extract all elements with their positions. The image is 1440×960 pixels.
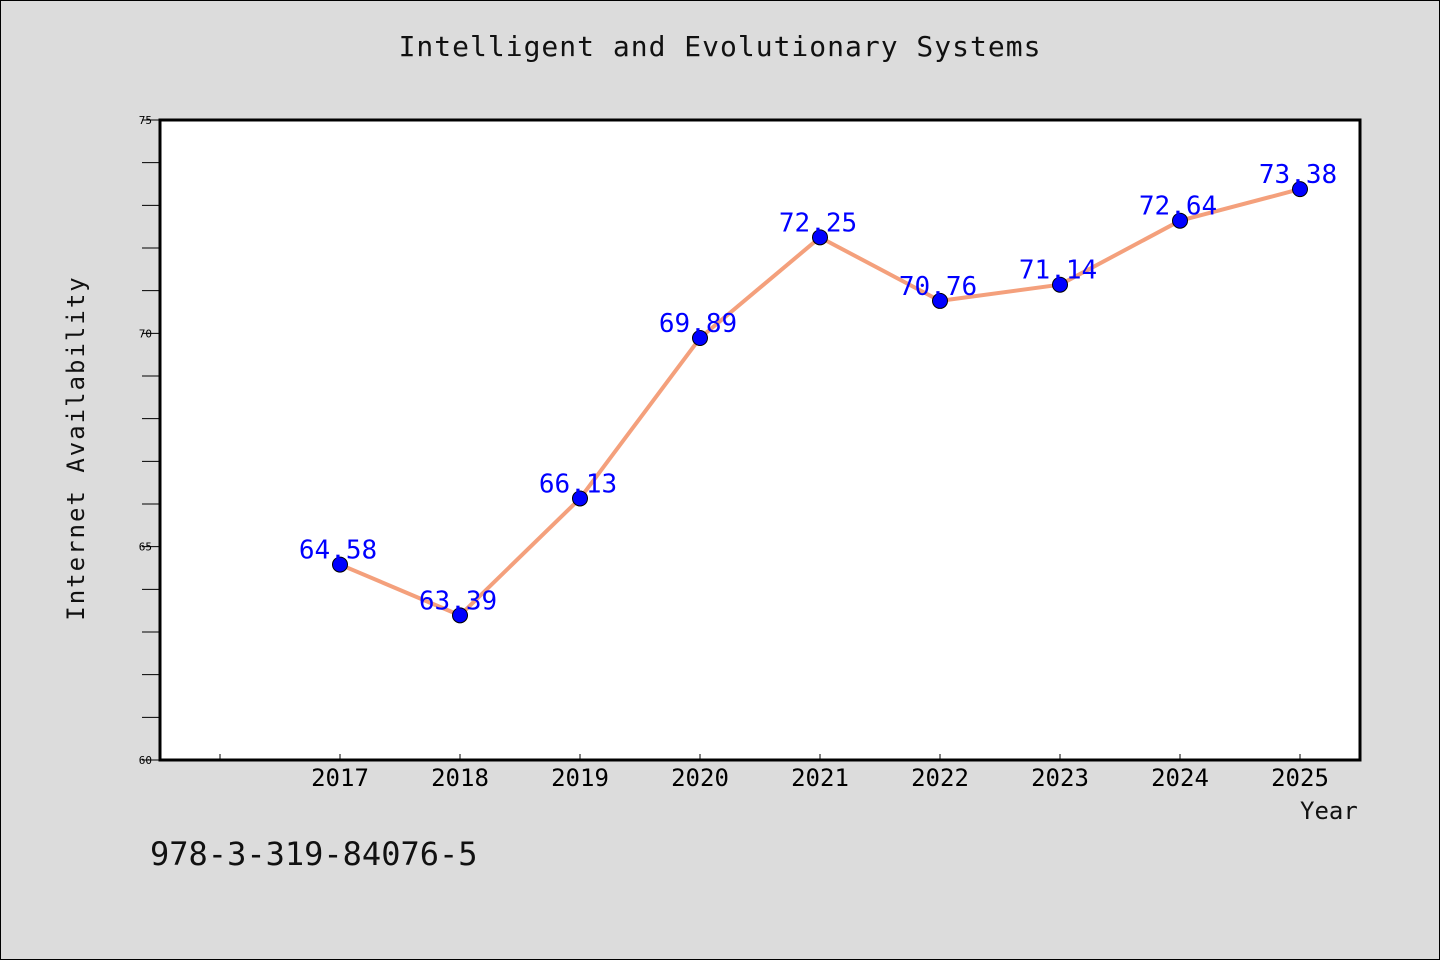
data-point (452, 607, 468, 624)
x-tick-label: 2022 (911, 764, 969, 792)
chart-title: Intelligent and Evolutionary Systems (398, 30, 1042, 63)
y-tick-label: 70 (139, 327, 152, 340)
x-tick-label: 2021 (791, 764, 849, 792)
x-tick-label: 2017 (311, 764, 369, 792)
data-point (572, 490, 588, 507)
x-tick-label: 2023 (1031, 764, 1089, 792)
data-label: 73.38 (1259, 160, 1337, 190)
x-tick-label: 2020 (671, 764, 729, 792)
y-tick-label: 75 (139, 114, 152, 127)
data-point (1292, 181, 1308, 198)
data-label: 72.25 (779, 208, 857, 238)
x-tick-label: 2018 (431, 764, 489, 792)
data-point (692, 330, 708, 347)
x-tick-label: 2019 (551, 764, 609, 792)
data-point (332, 556, 348, 573)
data-point (812, 229, 828, 246)
plot-area (158, 118, 1362, 762)
data-label: 72.64 (1139, 192, 1217, 222)
data-label: 69.89 (659, 309, 737, 339)
data-point (932, 292, 948, 309)
x-tick-label: 2025 (1271, 764, 1329, 792)
y-tick-label: 65 (139, 541, 152, 554)
data-label: 70.76 (899, 272, 977, 302)
x-tick-label: 2024 (1151, 764, 1209, 792)
data-label: 63.39 (419, 586, 497, 616)
y-tick-label: 60 (139, 754, 152, 767)
data-point (1172, 212, 1188, 229)
x-axis-label: Year (1300, 797, 1358, 825)
isbn-text: 978-3-319-84076-5 (150, 835, 478, 873)
data-point (1052, 276, 1068, 293)
data-label: 64.58 (299, 536, 377, 566)
data-label: 66.13 (539, 469, 617, 499)
data-label: 71.14 (1019, 256, 1097, 286)
